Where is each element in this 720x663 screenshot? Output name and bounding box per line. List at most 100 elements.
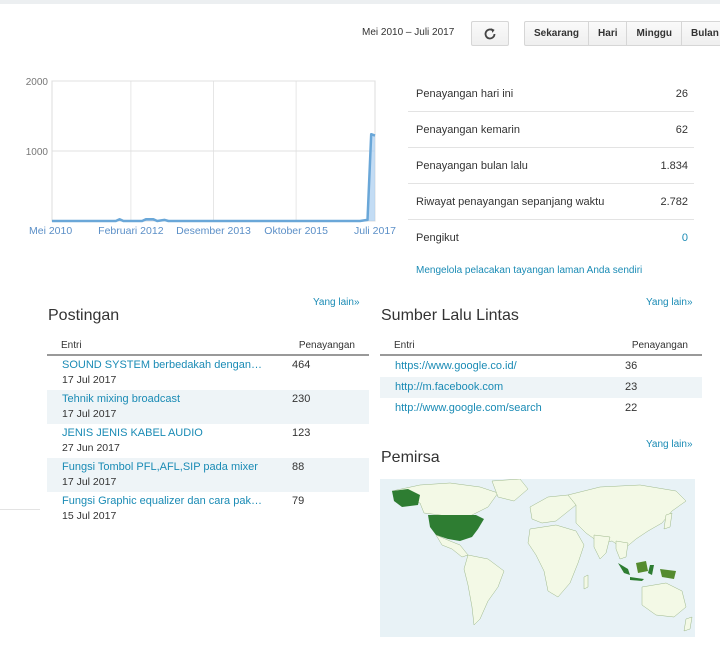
x-tick-label: Februari 2012	[98, 225, 164, 237]
col-views: Penayangan	[298, 339, 355, 351]
source-link[interactable]: https://www.google.co.id/	[395, 360, 517, 372]
posts-table-header: Entri Penayangan	[47, 336, 369, 356]
post-date: 15 Jul 2017	[62, 510, 117, 522]
post-date: 17 Jul 2017	[62, 374, 117, 386]
source-views: 22	[625, 402, 638, 414]
region-indonesia-sulawesi	[648, 565, 654, 575]
region-madagascar	[583, 574, 589, 590]
region-indonesia-papua	[660, 569, 676, 579]
y-tick-label: 1000	[26, 147, 49, 158]
post-link[interactable]: SOUND SYSTEM berbedakah dengan PA system	[62, 359, 262, 371]
region-greenland	[491, 478, 529, 502]
table-row: https://www.google.co.id/ 36	[380, 356, 702, 377]
x-tick-label: Juli 2017	[354, 225, 396, 237]
region-south-america	[463, 554, 505, 626]
col-entry: Entri	[394, 339, 415, 351]
stat-row-last-month: Penayangan bulan lalu 1.834	[408, 148, 694, 184]
source-link[interactable]: http://m.facebook.com	[395, 381, 504, 393]
post-views: 88	[292, 461, 305, 473]
region-central-america	[435, 534, 469, 558]
manage-tracking-link[interactable]: Mengelola pelacakan tayangan laman Anda …	[416, 265, 643, 276]
day-button[interactable]: Hari	[589, 22, 628, 45]
source-link[interactable]: http://www.google.com/search	[395, 402, 542, 414]
now-button[interactable]: Sekarang	[525, 22, 590, 45]
source-views: 36	[625, 360, 638, 372]
traffic-title: Sumber Lalu Lintas	[381, 307, 519, 324]
audience-title: Pemirsa	[381, 449, 440, 466]
month-button[interactable]: Bulan	[691, 28, 719, 39]
table-row: http://www.google.com/search 22	[380, 398, 702, 419]
stat-row-yesterday: Penayangan kemarin 62	[408, 112, 694, 148]
region-alaska	[392, 489, 420, 507]
region-japan	[663, 512, 673, 530]
traffic-table-header: Entri Penayangan	[380, 336, 702, 356]
post-link[interactable]: Fungsi Tombol PFL,AFL,SIP pada mixer	[62, 461, 258, 473]
post-date: 17 Jul 2017	[62, 408, 117, 420]
series-line	[52, 132, 376, 223]
post-link[interactable]: JENIS JENIS KABEL AUDIO	[62, 427, 203, 439]
stat-row-followers: Pengikut 0	[408, 220, 694, 256]
col-views: Penayangan	[631, 339, 688, 351]
region-indonesia-sumatra	[618, 563, 630, 575]
refresh-button[interactable]	[471, 21, 509, 46]
period-selector: Sekarang Hari Minggu Bulan	[524, 21, 720, 46]
region-new-zealand	[683, 616, 693, 632]
region-africa	[527, 524, 585, 598]
traffic-table: Entri Penayangan https://www.google.co.i…	[380, 336, 702, 419]
table-row: Fungsi Graphic equalizer dan cara pakain…	[47, 492, 369, 526]
world-map	[380, 478, 695, 637]
stat-value: 62	[675, 123, 688, 136]
divider	[0, 509, 40, 510]
region-india	[593, 534, 611, 560]
region-indonesia-borneo	[636, 561, 648, 573]
x-tick-label: Oktober 2015	[264, 225, 328, 237]
table-row: SOUND SYSTEM berbedakah dengan PA system…	[47, 356, 369, 390]
stat-value: 1.834	[660, 159, 688, 172]
pageviews-chart: 2000 1000 Mei 2010 Februari 2012 Desember 20…	[26, 77, 396, 237]
date-range-label: Mei 2010 – Juli 2017	[362, 27, 455, 38]
x-tick-label: Desember 2013	[176, 225, 251, 237]
post-date: 27 Jun 2017	[62, 442, 120, 454]
followers-link[interactable]: 0	[681, 232, 688, 244]
stat-row-today: Penayangan hari ini 26	[408, 76, 694, 112]
stat-label: Pengikut	[416, 232, 459, 244]
table-row: http://m.facebook.com 23	[380, 377, 702, 398]
stat-label: Penayangan kemarin	[416, 123, 520, 136]
region-asia	[567, 484, 687, 550]
region-north-america	[391, 482, 499, 520]
posts-table: Entri Penayangan SOUND SYSTEM berbedakah…	[47, 336, 369, 526]
top-bar	[0, 0, 720, 4]
y-tick-label: 2000	[26, 77, 49, 88]
stat-label: Penayangan bulan lalu	[416, 159, 528, 172]
post-views: 123	[292, 427, 311, 439]
refresh-icon	[484, 27, 496, 39]
post-link[interactable]: Tehnik mixing broadcast	[62, 393, 181, 405]
post-views: 464	[292, 359, 311, 371]
table-row: Fungsi Tombol PFL,AFL,SIP pada mixer 17 …	[47, 458, 369, 492]
region-usa	[428, 515, 484, 541]
table-row: JENIS JENIS KABEL AUDIO 27 Jun 2017 123	[47, 424, 369, 458]
region-indonesia-java	[630, 577, 644, 581]
stats-panel: Penayangan hari ini 26 Penayangan kemari…	[408, 76, 694, 256]
col-entry: Entri	[61, 339, 82, 351]
world-map-graphic	[380, 478, 695, 637]
post-date: 17 Jul 2017	[62, 476, 117, 488]
region-australia	[641, 582, 687, 618]
stat-row-all-time: Riwayat penayangan sepanjang waktu 2.782	[408, 184, 694, 220]
stat-value: 26	[675, 87, 688, 100]
post-views: 230	[292, 393, 311, 405]
stat-label: Penayangan hari ini	[416, 87, 514, 100]
audience-more-link[interactable]: Yang lain»	[646, 439, 693, 450]
traffic-more-link[interactable]: Yang lain»	[646, 297, 693, 308]
region-southeast-asia	[615, 540, 629, 560]
source-views: 23	[625, 381, 638, 393]
posts-more-link[interactable]: Yang lain»	[313, 297, 360, 308]
stat-label: Riwayat penayangan sepanjang waktu	[416, 195, 605, 208]
x-tick-label: Mei 2010	[29, 225, 72, 237]
region-europe	[529, 494, 577, 524]
week-button[interactable]: Minggu	[627, 22, 683, 45]
posts-title: Postingan	[48, 307, 120, 324]
post-views: 79	[292, 495, 305, 507]
stat-value: 2.782	[660, 195, 688, 208]
post-link[interactable]: Fungsi Graphic equalizer dan cara pakain…	[62, 495, 262, 507]
